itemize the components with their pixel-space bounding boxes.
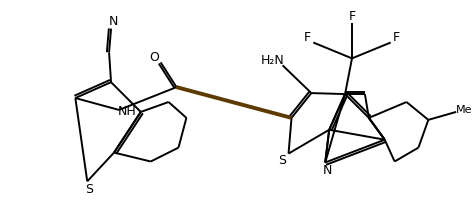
Text: S: S xyxy=(85,183,93,196)
Text: H₂N: H₂N xyxy=(261,54,285,67)
Text: Me: Me xyxy=(456,105,472,115)
Text: NH: NH xyxy=(118,105,136,118)
Text: F: F xyxy=(393,31,400,44)
Text: F: F xyxy=(348,10,355,23)
Text: S: S xyxy=(278,154,287,167)
Text: O: O xyxy=(150,51,160,64)
Text: N: N xyxy=(109,15,118,28)
Text: F: F xyxy=(304,31,311,44)
Text: N: N xyxy=(322,164,332,177)
